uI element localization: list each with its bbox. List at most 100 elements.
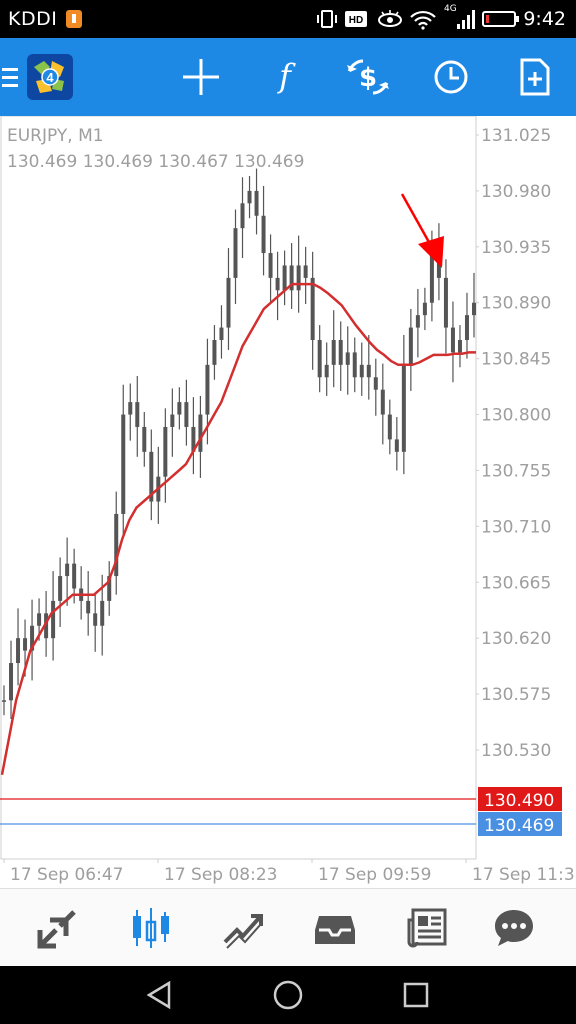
candle (128, 383, 133, 441)
candle (261, 185, 266, 276)
network-type: 4G (444, 4, 457, 14)
candle (219, 305, 224, 359)
indicators-icon[interactable]: f (260, 38, 310, 116)
svg-text:$: $ (359, 63, 377, 93)
candle (86, 571, 91, 636)
chart-symbol-title: EURJPY, M1 (7, 126, 104, 146)
chart-area[interactable]: 131.025 130.980 130.935 130.890 130.845 130.8… (0, 116, 576, 888)
time-axis-label: 17 Sep 08:23 (164, 865, 277, 885)
wifi-icon (408, 0, 438, 38)
candle (212, 325, 217, 380)
chart-icon[interactable] (103, 889, 199, 967)
candle (331, 310, 336, 388)
candle (9, 640, 14, 719)
battery-icon (482, 0, 520, 38)
candle (177, 387, 182, 430)
candle (373, 358, 378, 416)
quotes-icon[interactable] (10, 889, 106, 967)
clock: 9:42 (523, 8, 566, 30)
candle (401, 335, 406, 475)
moving-average-line (0, 282, 476, 776)
carrier-name: KDDI (8, 8, 58, 30)
android-navigation-bar (0, 966, 576, 1024)
candle (184, 379, 189, 446)
trade-icon[interactable]: $ (342, 38, 394, 116)
price-axis-label: 130.620 (481, 629, 551, 649)
candle (324, 342, 329, 396)
trade-nav-icon[interactable] (195, 889, 291, 967)
bottom-navigation (0, 888, 576, 966)
crosshair-icon[interactable] (176, 38, 226, 116)
status-bar: KDDI HD 4G 9:42 (0, 0, 576, 38)
chart-ohlc-values: 130.469 130.469 130.467 130.469 (7, 152, 305, 172)
chart-frame (0, 116, 477, 860)
candle (107, 561, 112, 616)
candle (450, 301, 455, 383)
hamburger-menu-icon[interactable] (0, 38, 22, 116)
candle (387, 399, 392, 455)
candle (338, 321, 343, 391)
candle (240, 177, 245, 258)
candle (30, 599, 35, 681)
candle (457, 325, 462, 368)
timeframe-icon[interactable] (426, 38, 476, 116)
candle (58, 557, 63, 627)
toolbar: 4 f $ (0, 38, 576, 116)
price-axis-label: 130.800 (481, 406, 551, 426)
candle (275, 251, 280, 321)
time-axis-label: 17 Sep 09:59 (318, 865, 431, 885)
history-icon[interactable] (287, 889, 383, 967)
svg-text:4: 4 (46, 70, 54, 85)
candle (170, 388, 175, 457)
candle (156, 446, 161, 524)
candle (16, 608, 21, 686)
price-axis-label: 130.665 (481, 573, 551, 593)
candle (65, 537, 70, 606)
svg-text:HD: HD (349, 15, 363, 26)
candle (149, 429, 154, 521)
candle (380, 363, 385, 445)
candle (163, 408, 168, 503)
candle (303, 246, 308, 304)
new-order-icon[interactable] (510, 38, 560, 116)
candle (114, 491, 119, 595)
recent-apps-icon[interactable] (386, 966, 446, 1024)
candle (268, 234, 273, 304)
back-icon[interactable] (130, 966, 190, 1024)
price-axis-label: 130.890 (481, 294, 551, 314)
candle (366, 335, 371, 400)
candle (142, 412, 147, 467)
candle (254, 168, 259, 235)
candle (233, 209, 238, 304)
price-axis-label: 131.025 (481, 126, 551, 146)
red-price-box (478, 787, 562, 811)
price-axis-label: 130.845 (481, 350, 551, 370)
home-icon[interactable] (258, 966, 318, 1024)
metatrader-4-logo[interactable]: 4 (24, 38, 76, 116)
candle (51, 571, 56, 661)
price-axis-label: 130.710 (481, 517, 551, 537)
price-chart[interactable]: 131.025 130.980 130.935 130.890 130.845 130.8… (0, 116, 576, 888)
candle (121, 384, 126, 537)
chat-icon[interactable] (466, 889, 562, 967)
time-axis-label: 17 Sep 11:3 (472, 865, 575, 885)
news-icon[interactable] (379, 889, 475, 967)
bid-price-box (478, 812, 562, 836)
candle (359, 342, 364, 396)
hd-icon: HD (344, 0, 368, 38)
candle (352, 337, 357, 393)
time-axis-label: 17 Sep 06:47 (10, 865, 123, 885)
candle (310, 251, 315, 370)
candle (79, 566, 84, 620)
candle (135, 376, 140, 457)
candle (464, 292, 469, 359)
candle (408, 308, 413, 391)
candle (226, 248, 231, 350)
candle (394, 417, 399, 471)
price-axis-label: 130.575 (481, 685, 551, 705)
candle (422, 287, 427, 331)
price-axis-label: 130.755 (481, 461, 551, 481)
candle (443, 259, 448, 354)
signal-icon: 4G (444, 0, 476, 38)
vibrate-icon (316, 0, 338, 38)
